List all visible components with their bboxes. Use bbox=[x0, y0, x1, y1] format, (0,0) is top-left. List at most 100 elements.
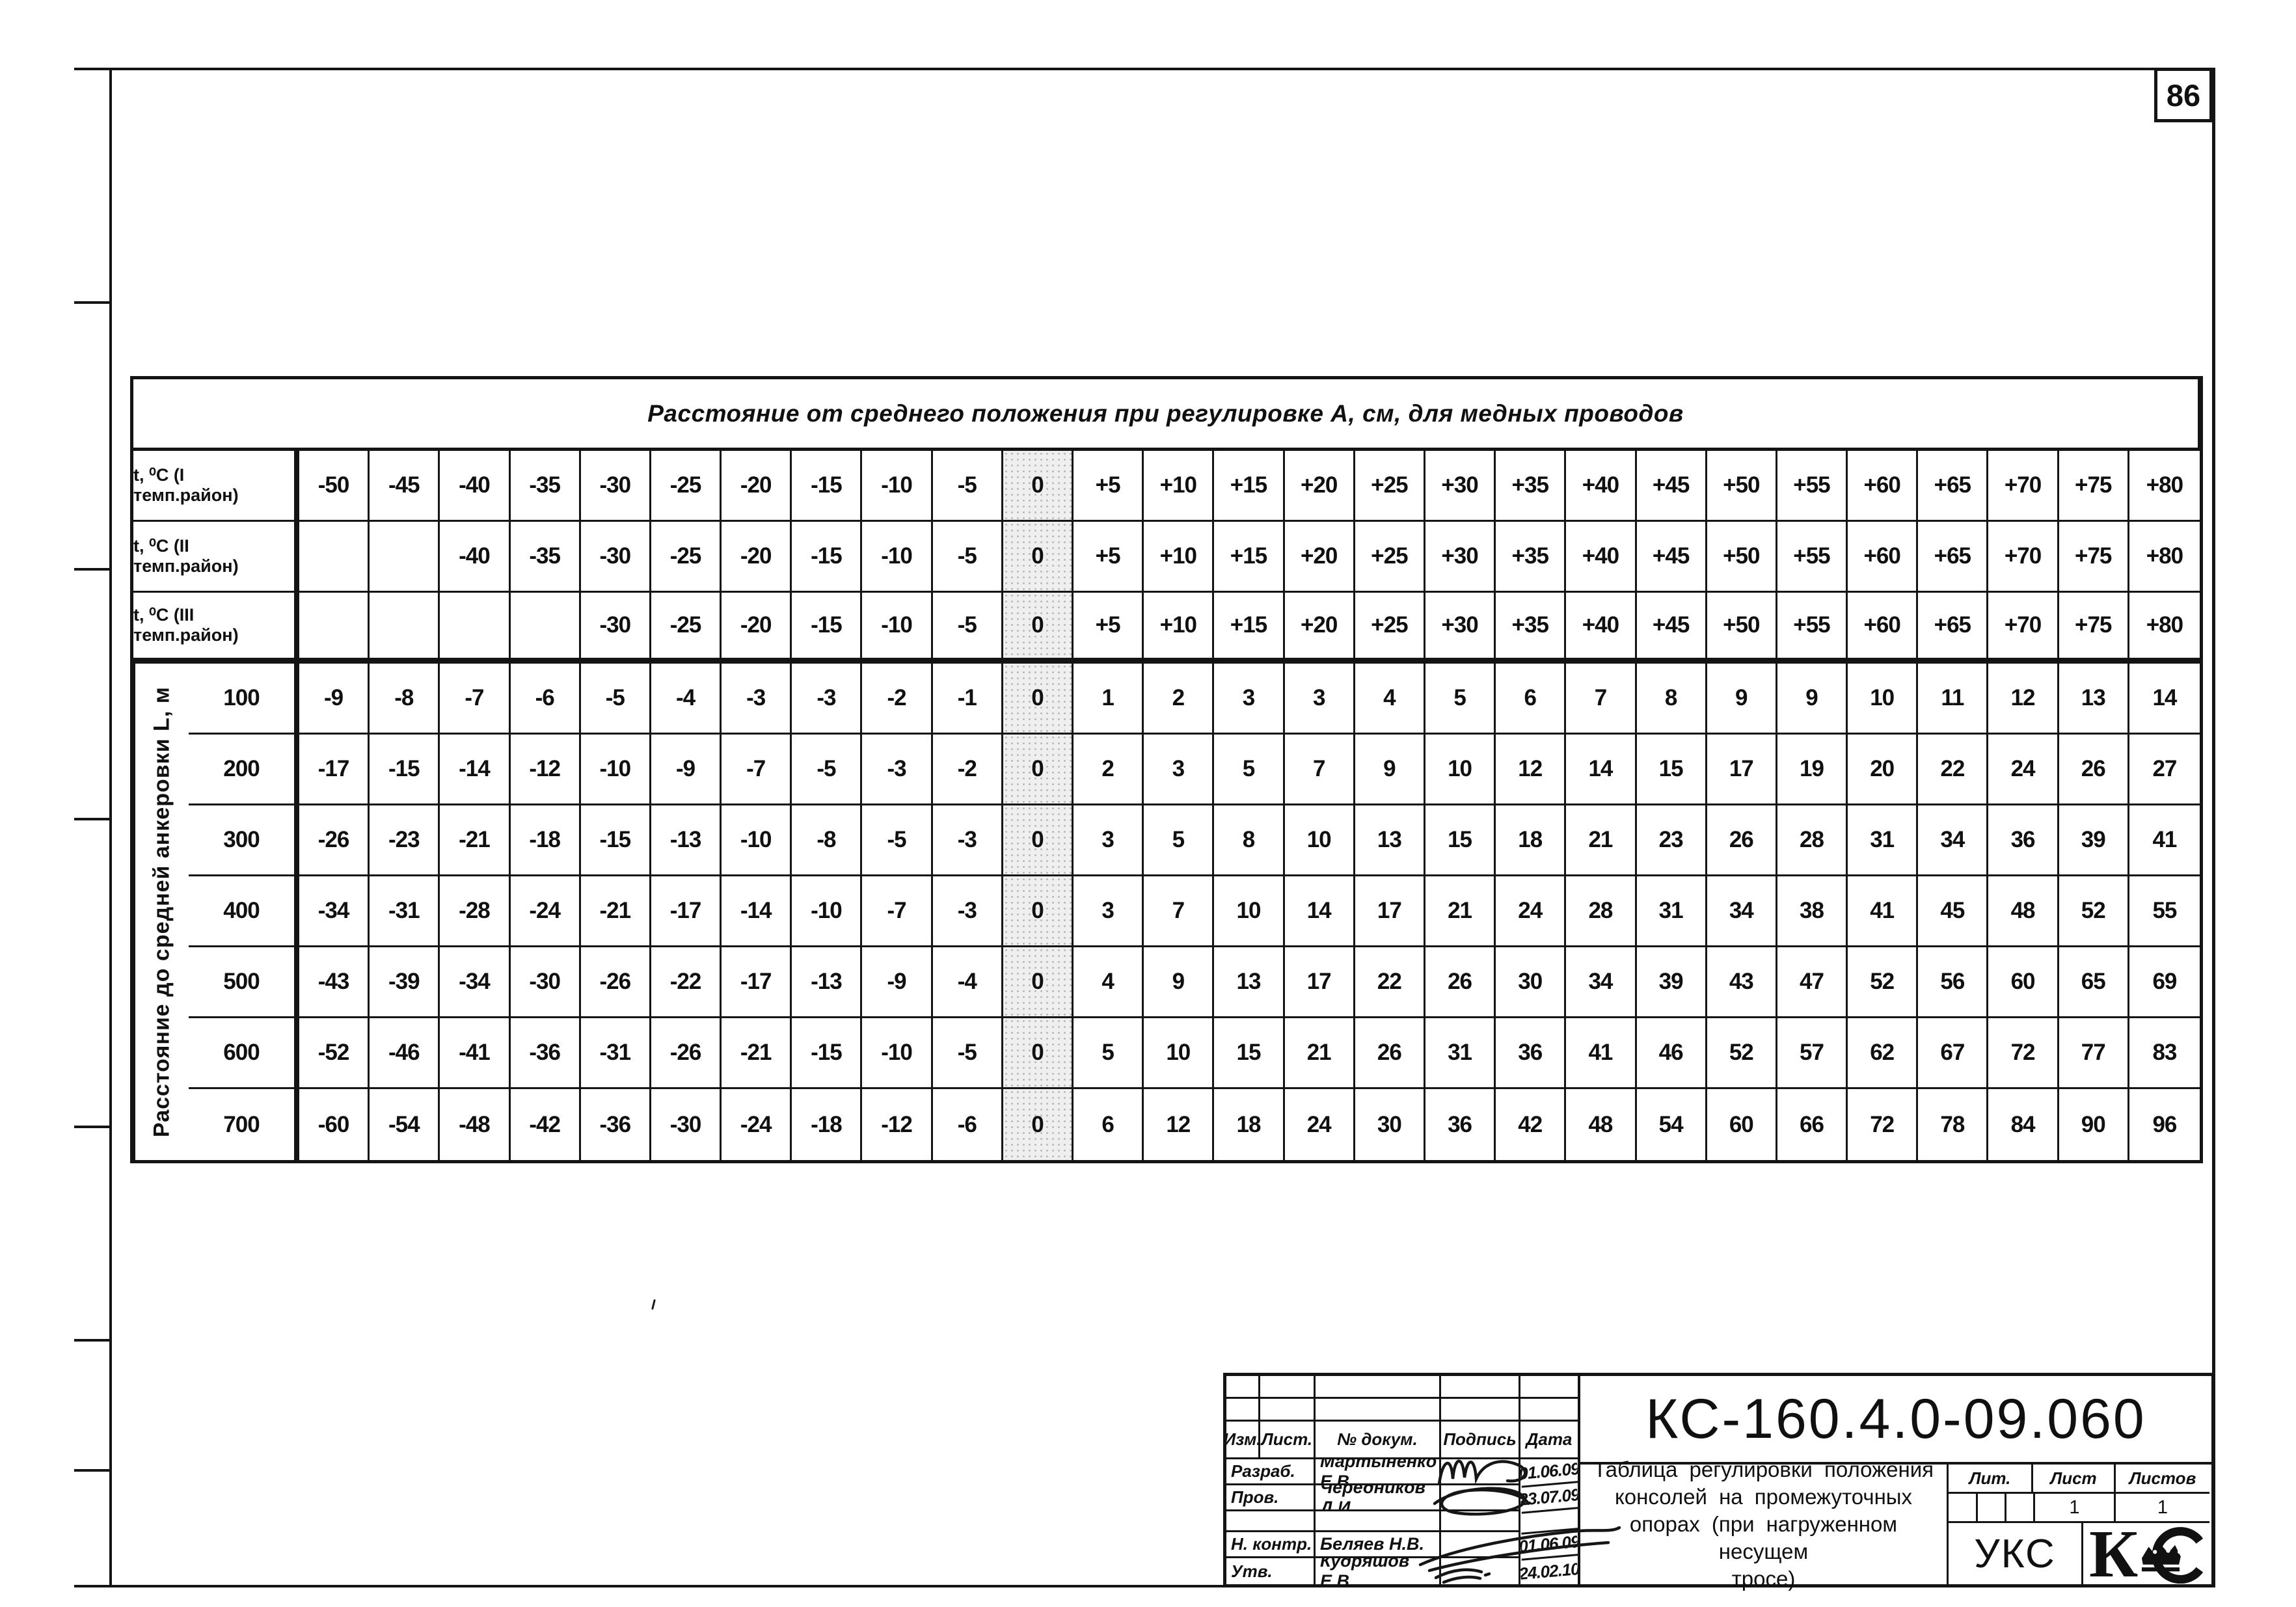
table-cell: 57 bbox=[1777, 1018, 1848, 1089]
sheet-value: 1 bbox=[2035, 1494, 2116, 1523]
scan-speck bbox=[651, 1299, 656, 1310]
table-cell: 36 bbox=[1496, 1018, 1567, 1089]
table-cell: 52 bbox=[2059, 876, 2129, 947]
table-cell: 39 bbox=[1636, 947, 1707, 1018]
table-cell: 34 bbox=[1707, 876, 1777, 947]
table-cell: 17 bbox=[1707, 735, 1777, 805]
temp-value: +15 bbox=[1214, 593, 1285, 664]
table-cell: -36 bbox=[510, 1018, 581, 1089]
table-cell: 9 bbox=[1707, 664, 1777, 735]
revision-cell bbox=[1520, 1376, 1578, 1399]
company-logo: К bbox=[2083, 1523, 2209, 1584]
row-axis-label: Расстояние до средней анкеровки L, м bbox=[133, 664, 189, 1160]
table-cell: -39 bbox=[370, 947, 440, 1018]
table-cell: -2 bbox=[862, 664, 933, 735]
fold-mark bbox=[74, 1126, 111, 1128]
table-cell: 77 bbox=[2059, 1018, 2129, 1089]
frame-left-line bbox=[109, 68, 112, 1587]
temp-value: -40 bbox=[440, 451, 511, 522]
temp-value: +40 bbox=[1566, 451, 1637, 522]
table-cell: 56 bbox=[1918, 947, 1989, 1018]
temp-value: -20 bbox=[722, 522, 792, 593]
drawing-title-line: консолей на промежуточных bbox=[1614, 1485, 1913, 1509]
table-cell: 3 bbox=[1074, 876, 1144, 947]
table-cell: 3 bbox=[1144, 735, 1215, 805]
table-cell: 18 bbox=[1214, 1089, 1285, 1160]
temp-value: -25 bbox=[651, 451, 722, 522]
temp-value: +30 bbox=[1425, 522, 1496, 593]
temp-value: +20 bbox=[1284, 522, 1355, 593]
table-cell: 83 bbox=[2129, 1018, 2200, 1089]
drawing-title-line: опорах (при нагруженном несущем bbox=[1629, 1512, 1898, 1563]
table-cell: -31 bbox=[580, 1018, 651, 1089]
table-cell: 84 bbox=[1988, 1089, 2059, 1160]
table-cell: 10 bbox=[1848, 664, 1919, 735]
table-cell: -60 bbox=[299, 1089, 370, 1160]
temp-value: +35 bbox=[1496, 522, 1567, 593]
table-cell: -43 bbox=[299, 947, 370, 1018]
table-cell: -2 bbox=[932, 735, 1003, 805]
page-number-box: 86 bbox=[2154, 68, 2213, 122]
table-cell: 41 bbox=[2129, 805, 2200, 876]
table-cell: 0 bbox=[1003, 664, 1074, 735]
table-cell: 10 bbox=[1214, 876, 1285, 947]
table-cell: 11 bbox=[1918, 664, 1989, 735]
revision-cell bbox=[1260, 1399, 1316, 1422]
table-cell: -41 bbox=[440, 1018, 511, 1089]
table-cell: 7 bbox=[1144, 876, 1215, 947]
temp-value: +65 bbox=[1918, 522, 1989, 593]
table-cell: -28 bbox=[440, 876, 511, 947]
table-cell: 5 bbox=[1144, 805, 1215, 876]
table-cell: 36 bbox=[1988, 805, 2059, 876]
revision-cell bbox=[1441, 1399, 1520, 1422]
fold-mark bbox=[74, 568, 111, 571]
table-cell: 34 bbox=[1918, 805, 1989, 876]
table-cell: 28 bbox=[1566, 876, 1637, 947]
span-length: 400 bbox=[189, 876, 299, 947]
table-cell: 14 bbox=[1284, 876, 1355, 947]
table-cell: -4 bbox=[932, 947, 1003, 1018]
role-label bbox=[1226, 1511, 1316, 1532]
role-label: Утв. bbox=[1226, 1558, 1316, 1584]
table-cell: -7 bbox=[440, 664, 511, 735]
table-cell: 8 bbox=[1214, 805, 1285, 876]
temp-value: -5 bbox=[932, 451, 1003, 522]
temp-value: +10 bbox=[1144, 593, 1215, 664]
table-cell: 28 bbox=[1777, 805, 1848, 876]
temp-value: 0 bbox=[1003, 593, 1074, 664]
table-cell: -9 bbox=[651, 735, 722, 805]
table-cell: 24 bbox=[1285, 1089, 1355, 1160]
drawing-title-line: тросе) bbox=[1731, 1567, 1796, 1591]
table-cell: 31 bbox=[1425, 1018, 1496, 1089]
signature-cell bbox=[1441, 1511, 1520, 1532]
sheets-value: 1 bbox=[2116, 1494, 2209, 1523]
role-label: Н. контр. bbox=[1226, 1532, 1316, 1558]
table-cell: 0 bbox=[1003, 947, 1074, 1018]
temp-value: -50 bbox=[299, 451, 370, 522]
temp-value: +25 bbox=[1355, 593, 1425, 664]
temp-value: -5 bbox=[932, 593, 1003, 664]
table-cell: 67 bbox=[1918, 1018, 1989, 1089]
table-cell: -30 bbox=[651, 1089, 722, 1160]
table-cell: -42 bbox=[511, 1089, 581, 1160]
temp-value: +35 bbox=[1496, 451, 1567, 522]
table-cell: 55 bbox=[2129, 876, 2200, 947]
temp-value: -30 bbox=[580, 522, 651, 593]
temp-value: +80 bbox=[2129, 522, 2200, 593]
temp-value: +80 bbox=[2129, 451, 2200, 522]
table-cell: 34 bbox=[1566, 947, 1637, 1018]
table-cell: 45 bbox=[1918, 876, 1989, 947]
table-cell: -30 bbox=[510, 947, 581, 1018]
table-cell: 10 bbox=[1144, 1018, 1215, 1089]
table-cell: 65 bbox=[2059, 947, 2129, 1018]
table-cell: 14 bbox=[1566, 735, 1637, 805]
temp-value: +45 bbox=[1636, 522, 1707, 593]
revision-cell bbox=[1226, 1399, 1260, 1422]
temp-value: -25 bbox=[651, 593, 722, 664]
table-cell: -24 bbox=[722, 1089, 792, 1160]
table-cell: -9 bbox=[862, 947, 933, 1018]
temp-value: +65 bbox=[1918, 451, 1989, 522]
table-cell: -3 bbox=[792, 664, 863, 735]
span-length: 500 bbox=[189, 947, 299, 1018]
